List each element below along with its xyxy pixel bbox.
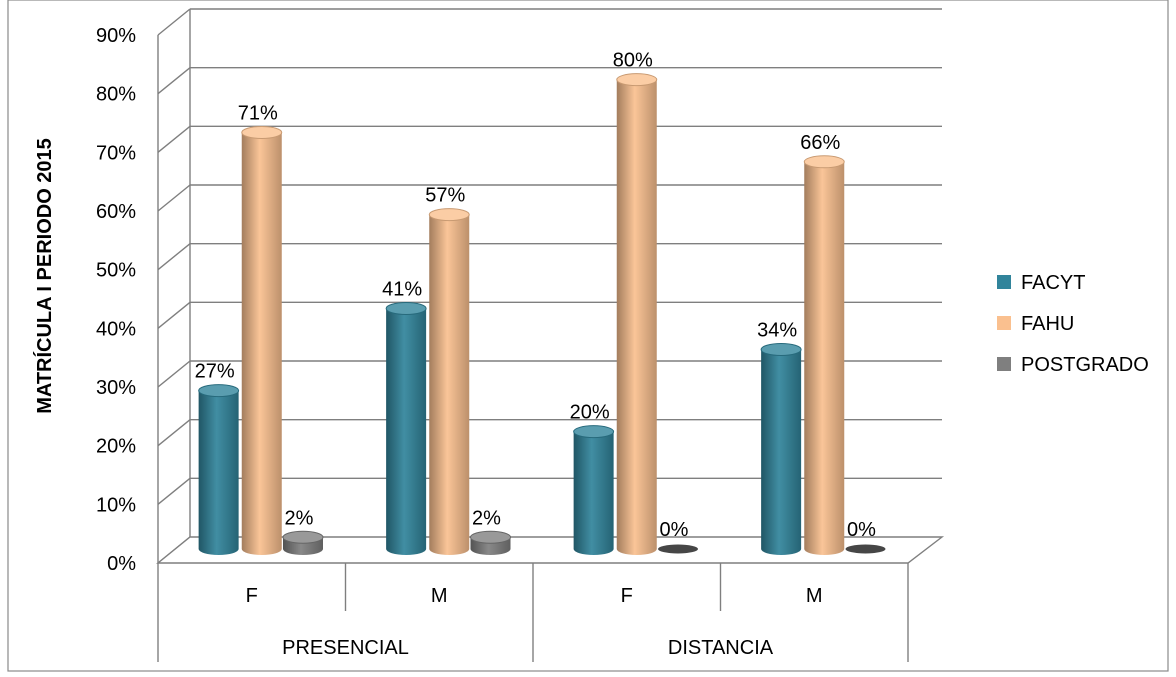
legend-swatch <box>997 357 1011 371</box>
x-category-label: F <box>621 585 633 607</box>
bar-body <box>616 79 657 556</box>
y-tick-label: 50% <box>96 260 136 282</box>
data-label: 66% <box>800 132 840 154</box>
x-category-label: F <box>246 585 258 607</box>
chart-floor <box>156 536 945 564</box>
gridline-wall <box>157 301 191 329</box>
y-tick-label: 10% <box>96 494 136 516</box>
data-label: 71% <box>238 102 278 124</box>
x-group-label: PRESENCIAL <box>282 637 409 659</box>
y-tick-label: 60% <box>96 201 136 223</box>
gridline-wall <box>157 477 191 505</box>
bar-top <box>760 343 802 357</box>
gridline-wall <box>157 8 191 36</box>
y-tick-label: 80% <box>96 84 136 106</box>
bar-top <box>573 425 615 439</box>
gridline-wall <box>157 419 191 447</box>
bar-postgrado-1 <box>470 530 511 555</box>
bar-top <box>241 125 283 139</box>
bar-fahu-3 <box>803 155 845 556</box>
gridline-wall <box>157 67 191 95</box>
legend-label: FACYT <box>1021 272 1085 294</box>
legend-swatch <box>997 316 1011 330</box>
data-label: 57% <box>425 185 465 207</box>
bar-body <box>429 214 470 555</box>
bar-facyt-1 <box>385 301 427 555</box>
bar-top <box>470 530 511 544</box>
bar-facyt-0 <box>198 384 240 555</box>
bar-facyt-2 <box>573 425 615 555</box>
bar-top <box>658 544 698 554</box>
y-tick-label: 40% <box>96 318 136 340</box>
data-label: 34% <box>757 320 797 342</box>
x-category-label: M <box>806 585 823 607</box>
bar-body <box>573 431 614 555</box>
legend-label: POSTGRADO <box>1021 354 1149 376</box>
chart-frame <box>7 0 1169 672</box>
bar-postgrado-3 <box>845 544 886 554</box>
bar-top <box>282 530 324 544</box>
legend-swatch <box>997 275 1011 289</box>
bar-body <box>241 132 282 555</box>
y-tick-label: 90% <box>96 25 136 47</box>
bar-fahu-1 <box>428 208 470 555</box>
bar-body <box>804 161 845 556</box>
y-axis-title: MATRÍCULA I PERIODO 2015 <box>33 138 56 414</box>
y-tick-label: 20% <box>96 436 136 458</box>
bar-postgrado-0 <box>282 530 324 555</box>
bar-fahu-2 <box>616 73 658 556</box>
bar-top <box>385 301 427 315</box>
bar-top <box>198 384 240 398</box>
bar-fahu-0 <box>241 125 283 555</box>
data-label: 20% <box>570 402 610 424</box>
data-label: 2% <box>285 507 314 529</box>
bar-top <box>428 208 470 222</box>
x-group-label: DISTANCIA <box>668 637 774 659</box>
gridline-wall <box>157 243 191 271</box>
data-label: 0% <box>660 519 689 541</box>
bar-body <box>386 308 427 555</box>
data-label: 27% <box>195 361 235 383</box>
y-tick-label: 0% <box>107 553 136 575</box>
gridline-wall <box>157 184 191 212</box>
data-label: 80% <box>613 50 653 72</box>
data-label: 0% <box>847 519 876 541</box>
data-label: 2% <box>472 507 501 529</box>
y-tick-label: 70% <box>96 142 136 164</box>
bar-facyt-3 <box>760 343 802 555</box>
legend-label: FAHU <box>1021 313 1074 335</box>
bar-body <box>761 349 802 555</box>
gridline-wall <box>157 125 191 153</box>
data-label: 41% <box>382 278 422 300</box>
x-category-label: M <box>431 585 448 607</box>
bar-top <box>616 73 658 87</box>
y-tick-label: 30% <box>96 377 136 399</box>
bar-top <box>845 544 886 554</box>
gridline-wall <box>157 360 191 388</box>
bar-body <box>198 390 239 555</box>
bar-top <box>803 155 845 169</box>
bar-postgrado-2 <box>658 544 698 554</box>
